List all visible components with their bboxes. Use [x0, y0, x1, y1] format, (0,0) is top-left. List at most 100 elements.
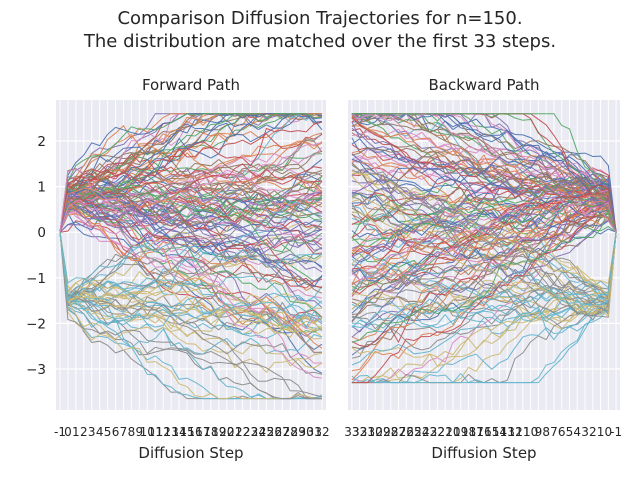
trajectory-line — [59, 221, 323, 297]
trajectory-line — [351, 178, 617, 233]
x-tick-label: 20 — [445, 425, 460, 439]
trajectory-line — [351, 199, 617, 303]
trajectory-line — [59, 177, 323, 233]
x-tick-label: 29 — [291, 425, 306, 439]
x-tick-label: 11 — [148, 425, 163, 439]
x-tick-label: 8 — [542, 425, 550, 439]
trajectory-line — [59, 163, 323, 233]
x-tick-label: 31 — [306, 425, 321, 439]
x-tick-label: 27 — [391, 425, 406, 439]
trajectory-line — [59, 113, 323, 233]
figure-title-line-2: The distribution are matched over the fi… — [83, 31, 556, 52]
trajectory-line — [59, 232, 323, 338]
x-tick-label: 14 — [492, 425, 507, 439]
trajectory-line — [59, 158, 323, 233]
x-tick-label: 9 — [535, 425, 543, 439]
x-tick-label: 32 — [352, 425, 367, 439]
x-tick-label: 25 — [406, 425, 421, 439]
x-tick-label: 7 — [550, 425, 558, 439]
x-tick-label: 26 — [399, 425, 414, 439]
x-tick-label: 30 — [299, 425, 314, 439]
trajectory-line — [351, 195, 617, 272]
x-tick-label: 12 — [507, 425, 522, 439]
trajectory-line — [59, 169, 323, 233]
trajectory-line — [351, 113, 617, 233]
x-tick-label: 23 — [243, 425, 258, 439]
x-tick-label: 8 — [128, 425, 136, 439]
trajectory-line — [351, 232, 617, 328]
trajectory-line — [59, 210, 323, 364]
trajectory-line — [59, 232, 323, 375]
trajectory-line — [59, 232, 323, 327]
trajectory-line — [59, 185, 323, 264]
trajectory-line — [59, 188, 323, 288]
trajectory-line — [351, 232, 617, 359]
y-tick-label: −1 — [26, 271, 46, 287]
x-tick-label: 24 — [251, 425, 266, 439]
x-tick-label: 4 — [573, 425, 581, 439]
x-tick-label: 0 — [64, 425, 72, 439]
trajectory-line — [59, 232, 323, 373]
x-tick-label: 33 — [344, 425, 359, 439]
backward-x-axis-label: Diffusion Step — [431, 444, 536, 462]
x-tick-label: 31 — [360, 425, 375, 439]
x-tick-label: 6 — [112, 425, 120, 439]
x-tick-label: 19 — [211, 425, 226, 439]
x-tick-label: 1 — [72, 425, 80, 439]
y-tick-label: 2 — [37, 134, 46, 150]
trajectory-line — [59, 232, 323, 331]
trajectory-line — [351, 203, 617, 281]
x-tick-label: 2 — [80, 425, 88, 439]
trajectory-line — [351, 162, 617, 299]
x-tick-label: 23 — [422, 425, 437, 439]
x-tick-label: 12 — [156, 425, 171, 439]
trajectory-line — [351, 204, 617, 372]
trajectory-line — [59, 232, 323, 333]
x-tick-label: 5 — [104, 425, 112, 439]
trajectory-line — [351, 211, 617, 317]
trajectory-line — [59, 181, 323, 233]
backward-panel-title: Backward Path — [428, 76, 539, 94]
x-tick-label: 21 — [227, 425, 242, 439]
x-tick-label: 19 — [453, 425, 468, 439]
trajectory-line — [59, 191, 323, 233]
x-tick-label: 6 — [558, 425, 566, 439]
trajectory-line — [351, 198, 617, 272]
backward-path-panel: 3332313029282726252423222120191817161514… — [344, 100, 622, 439]
x-tick-label: 1 — [597, 425, 605, 439]
trajectory-lines — [59, 113, 323, 400]
trajectory-line — [351, 184, 617, 338]
x-tick-label: 14 — [171, 425, 186, 439]
trajectory-line — [351, 201, 617, 242]
trajectory-line — [59, 232, 322, 400]
trajectory-line — [59, 232, 323, 354]
trajectory-line — [59, 195, 323, 238]
trajectory-line — [351, 113, 617, 233]
trajectory-line — [351, 232, 617, 384]
x-tick-label: 10 — [140, 425, 155, 439]
trajectory-line — [351, 232, 617, 328]
trajectory-line — [351, 232, 617, 384]
x-tick-label: 4 — [96, 425, 104, 439]
x-tick-label: 18 — [461, 425, 476, 439]
trajectory-line — [59, 199, 323, 289]
trajectory-line — [59, 232, 322, 400]
x-tick-label: 22 — [430, 425, 445, 439]
x-tick-label: 27 — [275, 425, 290, 439]
figure-title-line-1: Comparison Diffusion Trajectories for n=… — [117, 8, 522, 29]
trajectory-line — [59, 168, 323, 379]
trajectory-line — [351, 115, 617, 233]
trajectory-line — [351, 200, 617, 323]
x-tick-label: 28 — [283, 425, 298, 439]
trajectory-line — [59, 232, 323, 333]
trajectory-line — [59, 113, 323, 233]
trajectory-line — [59, 170, 323, 233]
trajectory-line — [351, 151, 617, 233]
x-tick-label: 17 — [195, 425, 210, 439]
trajectory-line — [351, 232, 617, 321]
trajectory-line — [351, 191, 617, 236]
trajectory-line — [59, 186, 323, 238]
